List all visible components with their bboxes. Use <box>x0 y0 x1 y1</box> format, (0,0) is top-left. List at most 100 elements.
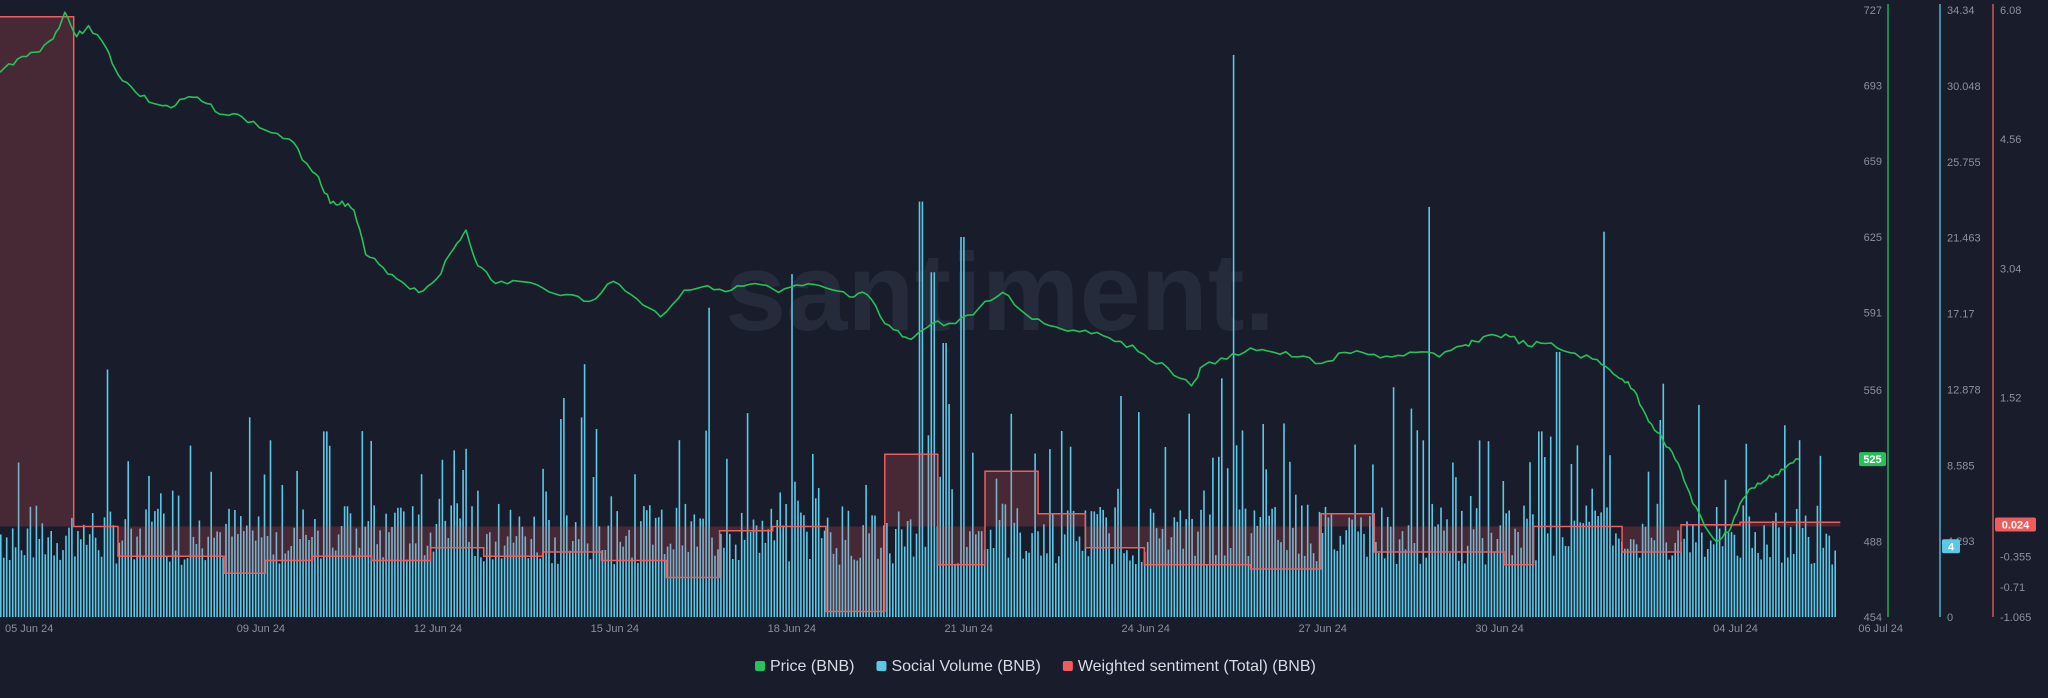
x-tick-label: 24 Jun 24 <box>1122 623 1170 635</box>
social-volume-bar <box>278 563 281 617</box>
social-volume-bar <box>690 521 693 617</box>
social-volume-bar <box>486 534 488 617</box>
social-volume-bar <box>761 520 764 617</box>
social-volume-bar <box>1816 505 1819 617</box>
social-volume-bar <box>835 548 838 617</box>
social-volume-bar <box>500 558 503 617</box>
social-volume-bar <box>192 536 195 617</box>
social-volume-bar <box>895 529 897 617</box>
social-volume-bar <box>1422 440 1425 617</box>
social-volume-bar <box>388 532 390 617</box>
social-volume-bar <box>1579 522 1582 617</box>
legend-swatch <box>876 661 887 671</box>
social-volume-bar <box>1001 503 1004 617</box>
social-volume-bar <box>1114 507 1116 617</box>
social-volume-bar <box>681 545 684 617</box>
legend-entry[interactable]: Weighted sentiment (Total) (BNB) <box>1078 658 1316 675</box>
social-volume-bar <box>142 557 144 617</box>
social-volume-bar <box>1004 504 1007 617</box>
social-volume-bar <box>951 489 953 617</box>
social-volume-bar <box>1632 539 1635 617</box>
social-volume-bar <box>773 540 776 617</box>
social-volume-bar <box>168 561 171 617</box>
social-volume-bar <box>533 516 535 617</box>
social-volume-bar <box>1019 532 1021 617</box>
social-volume-bar <box>1126 550 1128 617</box>
social-volume-bar <box>574 522 577 617</box>
social-volume-bar <box>74 556 76 617</box>
social-volume-bar <box>1123 553 1125 617</box>
social-volume-bar <box>1588 521 1590 617</box>
social-volume-bar <box>1781 562 1783 617</box>
social-volume-bar <box>1606 507 1608 617</box>
social-volume-bar <box>598 526 601 617</box>
social-volume-bar <box>699 518 701 617</box>
social-volume-bar <box>80 539 82 617</box>
social-volume-bar <box>1161 528 1164 617</box>
social-volume-bar <box>1117 488 1119 617</box>
social-volume-bar <box>1386 516 1389 617</box>
social-volume-bar <box>1247 556 1250 617</box>
social-volume-bar <box>1712 544 1715 617</box>
social-volume-bar <box>841 506 844 617</box>
social-volume-bar <box>897 511 900 617</box>
social-volume-bar <box>1455 477 1457 617</box>
social-volume-bar <box>972 452 974 617</box>
x-tick-label: 27 Jun 24 <box>1299 623 1347 635</box>
social-volume-bar <box>118 542 121 617</box>
social-volume-bar <box>62 550 64 617</box>
social-volume-bar <box>1668 559 1670 617</box>
social-volume-bar <box>1262 424 1264 617</box>
social-volume-bar <box>453 450 455 617</box>
sentiment-tick-label: 3.04 <box>2000 263 2021 275</box>
social-volume-bar <box>355 528 358 617</box>
social-volume-bar <box>1286 550 1288 617</box>
social-volume-bar <box>515 536 518 617</box>
social-volume-bar <box>1084 510 1087 617</box>
social-volume-bar <box>379 530 381 617</box>
social-volume-bar <box>503 545 506 617</box>
social-volume-bar <box>376 544 378 617</box>
social-volume-bar <box>1381 507 1383 617</box>
social-volume-bar <box>1748 516 1751 617</box>
social-volume-bar <box>1066 510 1069 617</box>
social-volume-bar <box>1301 505 1303 617</box>
social-volume-bar <box>506 536 509 617</box>
social-volume-current-value: 4 <box>1948 541 1955 553</box>
social-volume-bar <box>1277 539 1279 617</box>
legend-entry[interactable]: Price (BNB) <box>770 658 854 675</box>
social-volume-bar <box>586 543 589 617</box>
social-volume-bar <box>1709 540 1712 617</box>
social-volume-bar <box>1769 557 1771 617</box>
social-volume-bar <box>109 511 112 617</box>
social-volume-bar <box>865 484 867 617</box>
social-volume-bar <box>714 555 716 617</box>
social-volume-bar <box>275 532 278 617</box>
social-volume-bar <box>370 440 372 617</box>
sentiment-tick-label: 6.08 <box>2000 5 2021 17</box>
social-volume-bar <box>1742 505 1745 617</box>
social-volume-bar <box>1754 532 1756 617</box>
social-volume-bar <box>1804 515 1807 617</box>
social-volume-bar <box>1514 528 1516 617</box>
social-volume-bar <box>477 490 479 617</box>
social-volume-bar <box>1594 510 1596 617</box>
legend-entry[interactable]: Social Volume (BNB) <box>891 658 1040 675</box>
social-volume-bar <box>957 563 959 617</box>
social-volume-bar <box>311 536 313 617</box>
x-tick-label: 04 Jul 24 <box>1713 623 1758 635</box>
social-volume-bar <box>1283 423 1285 617</box>
social-volume-bar <box>1013 522 1016 617</box>
social-volume-bar <box>41 523 44 617</box>
social-volume-bar <box>746 413 749 617</box>
social-volume-bar <box>337 534 340 617</box>
social-volume-bar <box>536 552 538 617</box>
social-volume-bar <box>687 551 690 617</box>
social-volume-bar <box>228 508 230 617</box>
social-volume-bar <box>1238 509 1241 617</box>
social-volume-bar <box>160 493 162 617</box>
social-volume-bar <box>157 508 159 617</box>
social-volume-bar <box>406 559 408 617</box>
social-volume-bar <box>989 529 992 617</box>
social-volume-bar <box>400 507 402 617</box>
